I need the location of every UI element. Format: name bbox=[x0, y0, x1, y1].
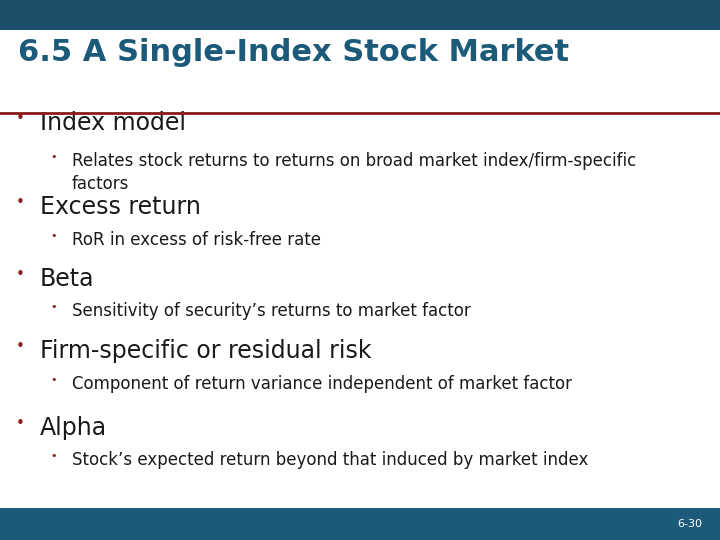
Text: •: • bbox=[16, 111, 24, 126]
Text: •: • bbox=[16, 267, 24, 282]
Text: Component of return variance independent of market factor: Component of return variance independent… bbox=[72, 375, 572, 393]
Text: •: • bbox=[16, 416, 24, 431]
Text: Index model: Index model bbox=[40, 111, 186, 134]
Text: Relates stock returns to returns on broad market index/firm-specific
factors: Relates stock returns to returns on broa… bbox=[72, 152, 636, 193]
Text: Stock’s expected return beyond that induced by market index: Stock’s expected return beyond that indu… bbox=[72, 451, 588, 469]
Text: •: • bbox=[50, 152, 57, 163]
Text: •: • bbox=[16, 195, 24, 211]
Bar bbox=[0, 0, 720, 30]
Text: •: • bbox=[16, 339, 24, 354]
Text: •: • bbox=[50, 302, 57, 313]
Text: Firm-specific or residual risk: Firm-specific or residual risk bbox=[40, 339, 371, 363]
Text: 6-30: 6-30 bbox=[677, 519, 702, 529]
Text: Beta: Beta bbox=[40, 267, 94, 291]
Text: •: • bbox=[50, 375, 57, 386]
Text: Alpha: Alpha bbox=[40, 416, 107, 440]
Text: •: • bbox=[50, 451, 57, 462]
Text: Excess return: Excess return bbox=[40, 195, 200, 219]
Text: RoR in excess of risk-free rate: RoR in excess of risk-free rate bbox=[72, 231, 321, 249]
Text: 6.5 A Single-Index Stock Market: 6.5 A Single-Index Stock Market bbox=[18, 38, 569, 67]
Text: Sensitivity of security’s returns to market factor: Sensitivity of security’s returns to mar… bbox=[72, 302, 471, 320]
Text: •: • bbox=[50, 231, 57, 241]
Bar bbox=[0, 508, 720, 540]
